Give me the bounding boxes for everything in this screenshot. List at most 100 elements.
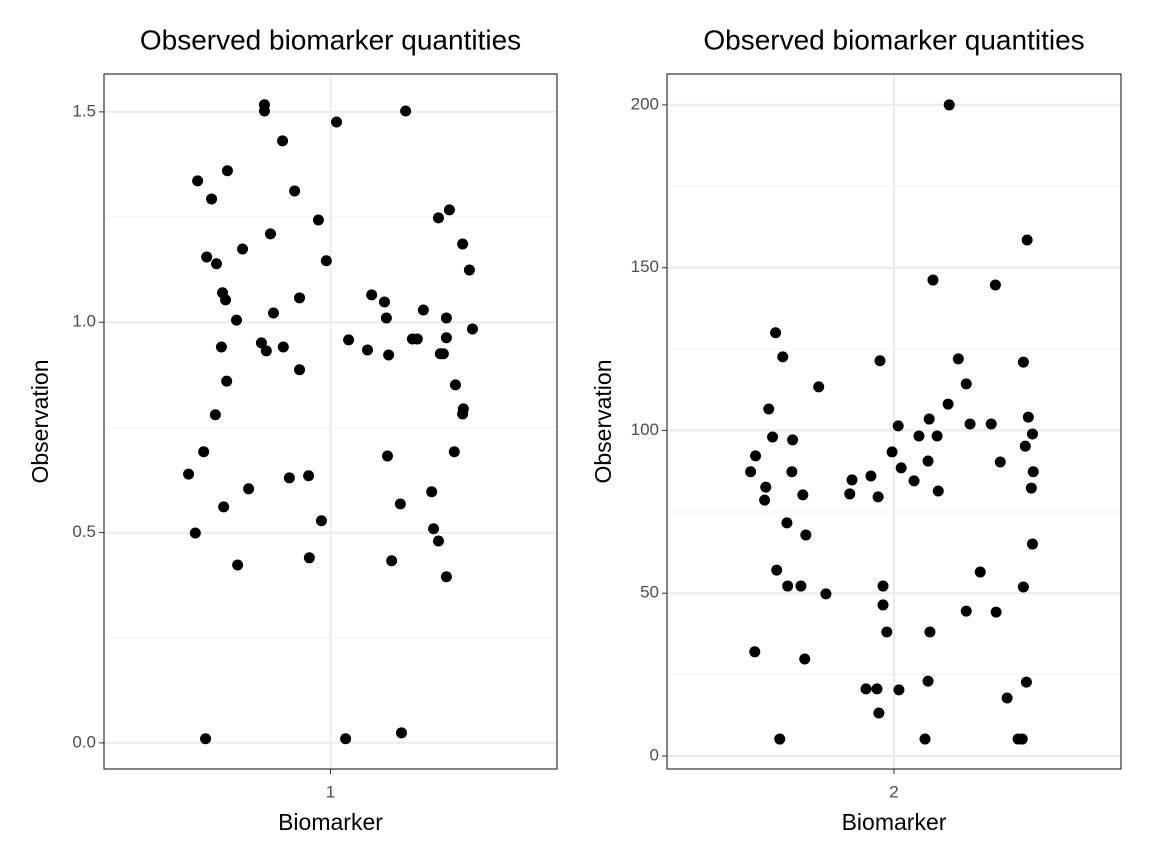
y-tick-label: 0.5 [72, 522, 96, 541]
point [985, 418, 997, 430]
point [923, 413, 935, 425]
point [200, 733, 212, 745]
point [932, 485, 944, 497]
point [437, 348, 449, 360]
point [232, 559, 244, 571]
point [860, 683, 872, 695]
point [382, 450, 394, 462]
y-axis-title: Observation [590, 359, 616, 483]
point [331, 116, 343, 128]
point [767, 431, 779, 443]
point [799, 653, 811, 665]
point [443, 204, 455, 216]
point [874, 355, 886, 367]
point [221, 375, 233, 387]
point [872, 491, 884, 503]
point [400, 105, 412, 117]
point [795, 580, 807, 592]
chart-title: Observed biomarker quantities [140, 24, 521, 55]
point [919, 733, 931, 745]
point [750, 450, 762, 462]
point [440, 332, 452, 344]
point [277, 135, 289, 147]
point [1021, 234, 1033, 246]
point [994, 456, 1006, 468]
point [183, 468, 195, 480]
point [448, 446, 460, 458]
point [871, 683, 883, 695]
point [881, 626, 893, 638]
point [1022, 411, 1034, 423]
point [267, 307, 279, 319]
point [820, 588, 832, 600]
point [264, 228, 276, 240]
point [813, 381, 825, 393]
point [886, 446, 898, 458]
point [218, 501, 230, 513]
point [457, 408, 469, 420]
point [960, 378, 972, 390]
point [386, 555, 398, 567]
point [787, 434, 799, 446]
point [800, 529, 812, 541]
point [749, 646, 761, 658]
point [989, 279, 1001, 291]
point [198, 446, 210, 458]
point [931, 430, 943, 442]
point [913, 430, 925, 442]
point [237, 243, 249, 255]
point [289, 185, 301, 197]
point [781, 517, 793, 529]
point [1017, 581, 1029, 593]
point [221, 165, 233, 177]
point [383, 349, 395, 361]
point [361, 344, 373, 356]
point [1001, 692, 1013, 704]
point [777, 351, 789, 363]
point [215, 341, 227, 353]
point [1026, 428, 1038, 440]
y-tick-label: 100 [631, 420, 659, 439]
point [964, 418, 976, 430]
point [189, 527, 201, 539]
point [206, 193, 218, 205]
y-tick-label: 150 [631, 257, 659, 276]
point [201, 251, 213, 263]
point [260, 345, 272, 357]
point [417, 304, 429, 316]
y-axis-title: Observation [27, 359, 53, 483]
point [1017, 356, 1029, 368]
point [759, 494, 771, 506]
point [873, 707, 885, 719]
x-axis-title: Biomarker [278, 809, 383, 835]
point [763, 403, 775, 415]
point [432, 535, 444, 547]
point [770, 327, 782, 339]
point [303, 552, 315, 564]
point [1027, 466, 1039, 478]
y-tick-label: 0.0 [72, 732, 96, 751]
point [209, 409, 221, 421]
point [877, 599, 889, 611]
point [210, 258, 222, 270]
point [220, 294, 232, 306]
point [877, 580, 889, 592]
panel-border [103, 73, 558, 770]
point [463, 264, 475, 276]
point [943, 99, 955, 111]
point [192, 175, 204, 187]
point [942, 398, 954, 410]
point [283, 472, 295, 484]
point [303, 470, 315, 482]
point [243, 483, 255, 495]
point [449, 379, 461, 391]
point [258, 105, 270, 117]
point [760, 481, 772, 493]
point [924, 626, 936, 638]
point [844, 488, 856, 500]
chart-title: Observed biomarker quantities [703, 24, 1084, 55]
point [922, 675, 934, 687]
point [960, 605, 972, 617]
point [908, 475, 920, 487]
